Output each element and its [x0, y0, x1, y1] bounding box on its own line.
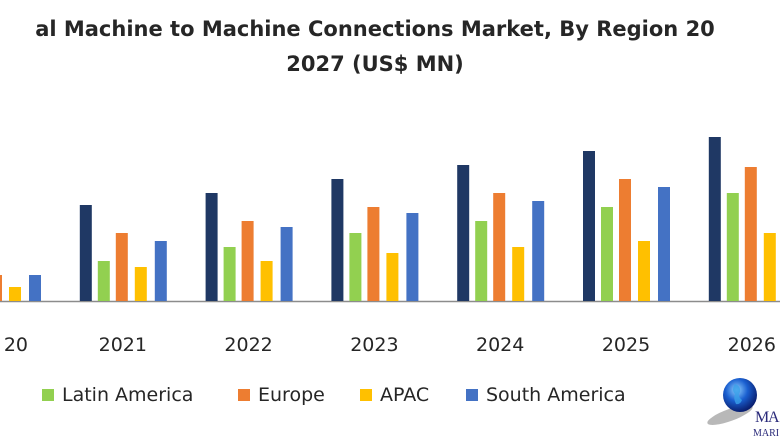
bar-north-america-2023: [331, 179, 344, 301]
bar-north-america-2025: [583, 151, 595, 301]
bar-south-america-2021: [154, 241, 167, 301]
svg-text:A: A: [768, 409, 780, 426]
bar-apac-2022: [260, 261, 273, 301]
bar-north-america-2024: [457, 165, 470, 301]
bar-north-america-2022: [205, 193, 218, 301]
legend-label-south-america: South America: [486, 384, 626, 406]
x-tick-label-2020: 20: [3, 334, 28, 356]
bar-apac-2025: [638, 241, 650, 301]
bar-south-america-2020: [29, 275, 41, 301]
bar-north-america-2021: [79, 205, 92, 301]
bar-apac-2020: [9, 287, 21, 301]
legend-item-south-america: South America: [466, 384, 626, 406]
bar-europe-2025: [619, 179, 631, 301]
x-tick-label-2025: 2025: [601, 334, 651, 356]
bar-south-america-2024: [532, 201, 545, 301]
legend-label-europe: Europe: [258, 384, 325, 406]
x-tick-label-2026: 2026: [727, 334, 776, 356]
legend-item-latin-america: Latin America: [42, 384, 193, 406]
bar-latin-america-2025: [601, 207, 613, 301]
svg-text:MARI: MARI: [753, 428, 779, 439]
bar-south-america-2022: [280, 227, 293, 301]
bar-europe-2021: [115, 233, 128, 301]
bar-europe-2022: [241, 221, 254, 301]
legend-item-europe: Europe: [238, 384, 325, 406]
legend-swatch-europe: [238, 389, 250, 401]
x-tick-label-2024: 2024: [476, 334, 525, 356]
bar-europe-2023: [367, 207, 380, 301]
legend-label-apac: APAC: [380, 384, 430, 406]
legend-label-latin-america: Latin America: [62, 384, 194, 406]
bar-latin-america-2024: [475, 221, 488, 301]
bar-europe-2026: [744, 167, 757, 301]
legend-swatch-apac: [360, 389, 372, 401]
legend-swatch-latin-america: [42, 389, 54, 401]
chart-title-line-2: 2027 (US$ MN): [286, 52, 464, 76]
bar-latin-america-2023: [349, 233, 362, 301]
bar-latin-america-2026: [726, 193, 739, 301]
bar-europe-2020: [0, 275, 2, 301]
company-logo: M A MARI: [707, 378, 780, 439]
svg-text:M: M: [755, 409, 769, 426]
legend-swatch-south-america: [466, 389, 478, 401]
chart-title-line-1: al Machine to Machine Connections Market…: [35, 17, 715, 41]
bar-apac-2024: [512, 247, 525, 301]
bar-south-america-2025: [658, 187, 670, 301]
x-tick-label-2023: 2023: [350, 334, 399, 356]
bar-latin-america-2022: [223, 247, 236, 301]
chart-title: al Machine to Machine Connections Market…: [0, 12, 780, 82]
x-tick-label-2022: 2022: [224, 334, 273, 356]
bar-apac-2026: [763, 233, 776, 301]
bar-latin-america-2021: [97, 261, 110, 301]
bar-south-america-2023: [406, 213, 419, 301]
bar-apac-2021: [134, 267, 147, 301]
bar-europe-2024: [493, 193, 506, 301]
bar-apac-2023: [386, 253, 399, 301]
legend-item-apac: APAC: [360, 384, 429, 406]
bar-north-america-2026: [708, 137, 721, 301]
x-tick-label-2021: 2021: [98, 334, 147, 356]
